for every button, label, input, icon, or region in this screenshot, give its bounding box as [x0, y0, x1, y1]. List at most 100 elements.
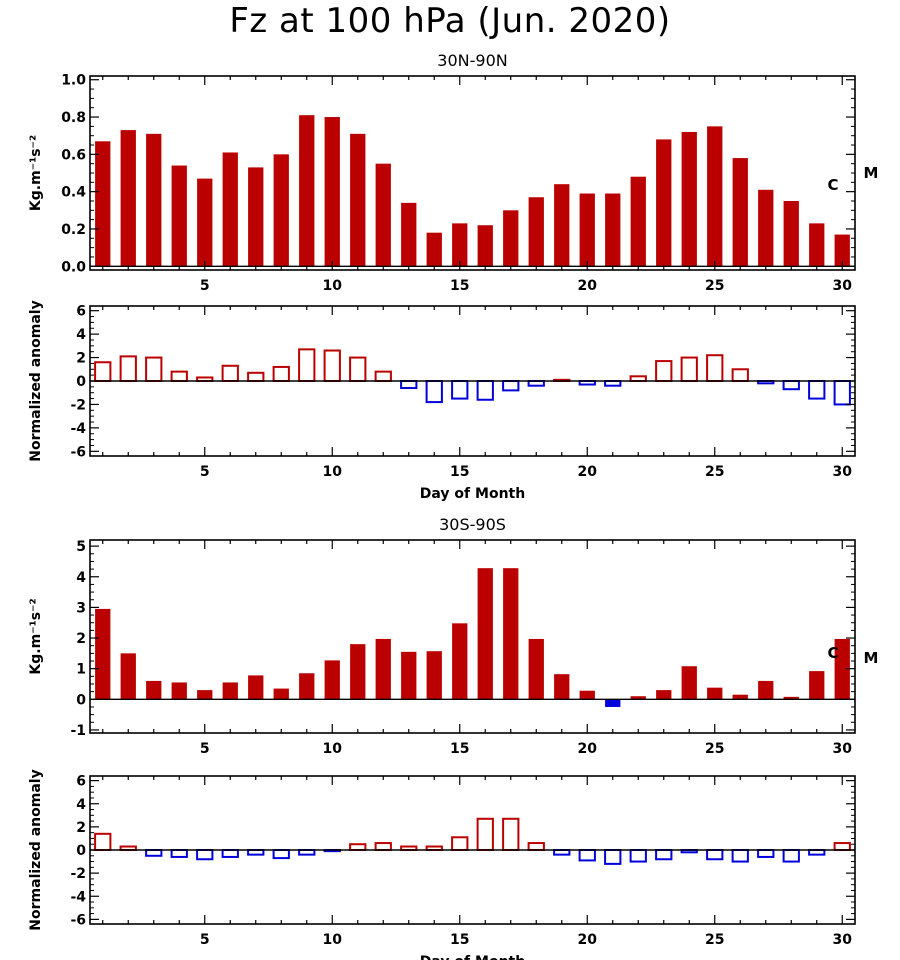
- bar-day-29: [809, 223, 825, 267]
- chart-panel-3: 30S-90S 5 10 15 20 25 30 -1 0 1 2 3 4 5 Kg.m⁻¹s⁻² C M: [28, 515, 878, 757]
- chart-panel-4: 5 10 15 20 25 30 -6 -4 -2 0 2 4 6 Normalized anomaly D…: [28, 769, 856, 960]
- bar-day-30: [834, 234, 850, 267]
- y-tick-label: 0.6: [61, 147, 86, 163]
- y-tick-label: 4: [76, 797, 86, 813]
- plot-frame: [89, 539, 856, 734]
- bar-day-16: [476, 817, 494, 852]
- x-tick-label: 20: [578, 278, 598, 294]
- bar-day-23: [655, 360, 673, 382]
- bar-day-2: [119, 355, 137, 383]
- bar-day-20: [579, 193, 595, 267]
- bar-day-1: [95, 608, 111, 700]
- x-tick-label: 30: [833, 932, 853, 948]
- bar-day-15: [451, 836, 469, 852]
- bar-day-18: [528, 197, 544, 267]
- y-tick-label: -2: [70, 397, 86, 413]
- bar-day-16: [477, 225, 493, 267]
- bar-day-24: [681, 666, 697, 700]
- bar-day-11: [350, 644, 366, 700]
- bar-day-18: [528, 638, 544, 700]
- x-tick-label: 25: [705, 278, 724, 294]
- bar-day-12: [374, 370, 392, 383]
- bar-day-26: [731, 849, 749, 863]
- bar-day-8: [272, 365, 290, 383]
- bar-day-30: [834, 638, 850, 700]
- y-tick-label: -2: [70, 866, 86, 882]
- bar-day-9: [299, 115, 315, 267]
- bar-day-4: [171, 682, 187, 700]
- chart-panel-1: 30N-90N 5 10 15 20 25 30 0.0 0.2 0.4 0.6 0.8 1.0 Kg.m…: [28, 51, 878, 294]
- bar-day-13: [401, 651, 417, 700]
- bar-day-4: [171, 165, 187, 267]
- bar-day-26: [731, 368, 749, 382]
- x-tick-label: 10: [323, 741, 343, 757]
- bar-day-3: [145, 356, 163, 382]
- panel-title: 30S-90S: [439, 515, 506, 534]
- bar-day-17: [502, 380, 520, 392]
- bar-day-7: [248, 675, 264, 700]
- x-tick-label: 30: [833, 278, 853, 294]
- bar-day-24: [680, 356, 698, 382]
- y-tick-label: 0: [76, 374, 86, 390]
- bar-day-13: [400, 380, 418, 390]
- x-tick-label: 5: [200, 278, 210, 294]
- bar-day-10: [324, 660, 340, 700]
- annotation-c: C: [827, 176, 838, 194]
- bar-day-19: [554, 674, 570, 700]
- bar-day-5: [196, 849, 214, 861]
- x-tick-label: 25: [705, 741, 724, 757]
- y-tick-label: 2: [76, 631, 86, 647]
- bar-day-10: [324, 117, 340, 267]
- bar-day-24: [681, 131, 697, 267]
- x-tick-label: 5: [200, 741, 210, 757]
- bar-day-12: [375, 638, 391, 700]
- bar-day-10: [323, 349, 341, 382]
- bar-day-27: [758, 680, 774, 700]
- bar-day-22: [630, 176, 646, 267]
- bar-day-28: [783, 200, 799, 267]
- y-tick-label: 5: [76, 539, 86, 555]
- x-tick-label: 25: [705, 932, 724, 948]
- bar-day-14: [426, 651, 442, 700]
- y-tick-label: -4: [70, 421, 86, 437]
- bar-day-7: [247, 371, 265, 382]
- bar-day-30: [833, 842, 851, 851]
- bar-day-20: [578, 849, 596, 862]
- bar-day-16: [476, 380, 494, 401]
- bar-day-21: [605, 193, 621, 267]
- y-tick-label: 6: [76, 774, 86, 790]
- x-tick-label: 15: [450, 464, 469, 480]
- bar-day-8: [273, 688, 289, 700]
- y-tick-label: 1: [76, 662, 86, 678]
- bar-day-22: [629, 849, 647, 863]
- y-tick-label: 2: [76, 820, 86, 836]
- x-tick-label: 10: [323, 932, 343, 948]
- bar-day-23: [656, 690, 672, 700]
- bar-day-14: [426, 232, 442, 267]
- x-tick-label: 5: [200, 932, 210, 948]
- bar-day-22: [629, 375, 647, 382]
- y-axis-label: Normalized anomaly: [28, 769, 44, 930]
- bar-day-21: [605, 699, 621, 707]
- bar-day-1: [94, 832, 112, 851]
- y-axis-label: Kg.m⁻¹s⁻²: [28, 598, 44, 674]
- bar-day-22: [630, 696, 646, 700]
- bar-day-6: [222, 152, 238, 267]
- annotation-c: C: [827, 644, 838, 662]
- bar-day-25: [707, 126, 723, 267]
- y-tick-label: 0.0: [61, 259, 86, 275]
- bar-day-1: [95, 141, 111, 267]
- bar-day-17: [503, 210, 519, 267]
- x-tick-label: 15: [450, 932, 469, 948]
- x-tick-label: 20: [578, 932, 598, 948]
- x-axis-label: Day of Month: [420, 486, 525, 502]
- y-tick-label: 4: [76, 570, 86, 586]
- bar-day-15: [451, 380, 469, 400]
- bar-day-1: [94, 361, 112, 382]
- bar-day-15: [452, 223, 468, 267]
- y-tick-label: 1.0: [61, 73, 86, 89]
- y-tick-label: -6: [70, 912, 86, 928]
- bar-day-28: [782, 849, 800, 863]
- bar-day-8: [273, 154, 289, 267]
- bar-day-28: [782, 380, 800, 391]
